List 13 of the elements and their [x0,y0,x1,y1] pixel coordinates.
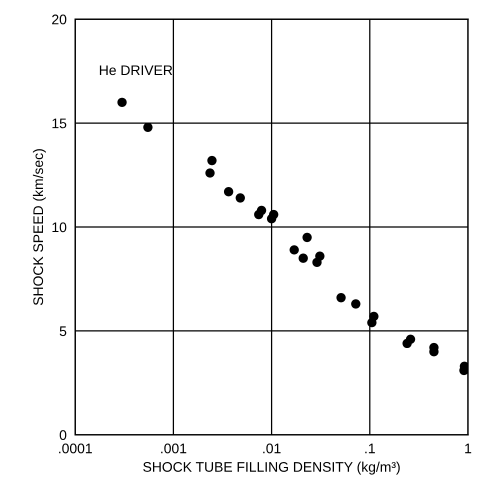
annotation: He DRIVER [100,65,172,76]
y-tick-label: 20 [52,14,66,24]
x-tick-label: 1 [465,444,472,454]
x-axis-title: SHOCK TUBE FILLING DENSITY (kg/m³) [143,462,400,475]
x-tick-label: .1 [365,444,375,454]
x-tick-label: .01 [263,444,281,454]
y-tick-label: 0 [60,430,66,440]
y-axis-title: SHOCK SPEED (km/sec) [32,149,46,306]
x-tick-label: .0001 [59,444,92,454]
y-tick-label: 15 [52,118,66,128]
y-tick-label: 10 [52,222,66,232]
y-tick-label: 5 [60,326,66,336]
x-tick-label: .001 [161,444,186,454]
